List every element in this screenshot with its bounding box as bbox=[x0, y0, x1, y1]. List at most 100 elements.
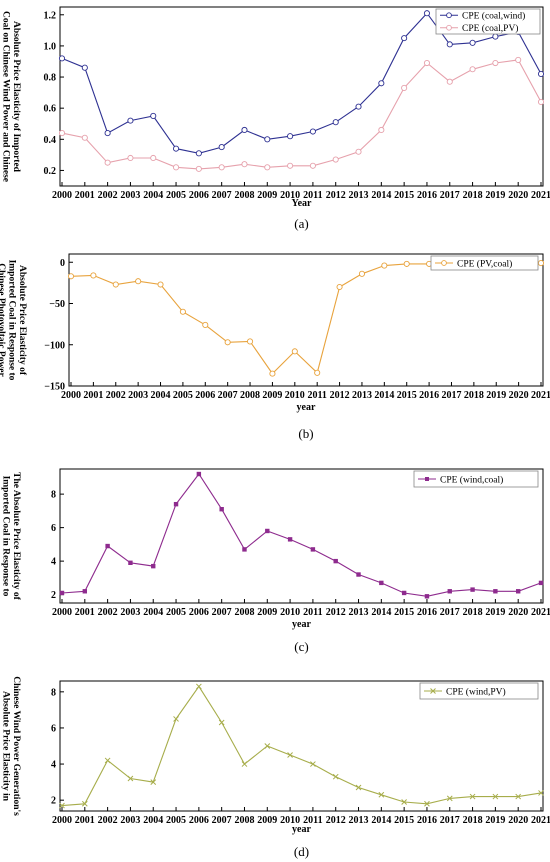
data-point bbox=[179, 308, 186, 315]
x-tick-label: 2014 bbox=[371, 190, 391, 201]
data-point bbox=[291, 348, 298, 355]
x-tick-label: 2000 bbox=[61, 390, 81, 401]
x-tick-label: 2015 bbox=[394, 607, 414, 618]
x-axis-title: year bbox=[292, 619, 311, 630]
y-tick-label: 8 bbox=[51, 687, 56, 698]
x-tick-label: 2018 bbox=[463, 607, 483, 618]
x-tick-label: 2019 bbox=[485, 607, 505, 618]
legend-marker bbox=[430, 688, 436, 694]
data-point bbox=[112, 281, 119, 288]
data-point bbox=[269, 370, 276, 377]
x-tick-label: 2013 bbox=[349, 607, 369, 618]
data-point bbox=[81, 134, 88, 141]
x-tick-label: 2005 bbox=[166, 190, 186, 201]
x-tick-label: 2008 bbox=[234, 815, 254, 826]
x-tick-label: 2015 bbox=[397, 390, 417, 401]
data-point bbox=[309, 128, 316, 135]
series-line bbox=[70, 262, 541, 375]
x-tick-label: 2016 bbox=[417, 815, 437, 826]
x-tick-label: 2013 bbox=[352, 390, 372, 401]
data-point bbox=[469, 39, 476, 46]
data-point bbox=[135, 278, 142, 285]
legend-label: CPE (wind,coal) bbox=[440, 474, 503, 485]
legend-label: CPE (wind,PV) bbox=[446, 686, 506, 697]
data-point bbox=[218, 144, 225, 151]
x-tick-label: 2008 bbox=[234, 607, 254, 618]
y-tick-label: 8 bbox=[51, 490, 56, 501]
data-point bbox=[358, 270, 366, 277]
x-tick-label: 2019 bbox=[486, 390, 506, 401]
data-point bbox=[150, 154, 157, 162]
y-tick-label: 0 bbox=[60, 258, 65, 269]
legend: CPE (wind,PV) bbox=[419, 682, 539, 700]
x-tick-label: 2020 bbox=[508, 815, 528, 826]
y-tick-label: 0.4 bbox=[44, 135, 57, 146]
x-tick-label: 2021 bbox=[531, 390, 550, 401]
x-tick-label: 2013 bbox=[349, 190, 369, 201]
data-point bbox=[81, 64, 88, 71]
data-point bbox=[58, 130, 66, 137]
data-point bbox=[423, 10, 431, 17]
x-tick-label: 2000 bbox=[52, 815, 72, 826]
data-point bbox=[493, 589, 498, 594]
x-tick-label: 2002 bbox=[98, 815, 118, 826]
data-point bbox=[355, 148, 362, 155]
data-point bbox=[401, 590, 407, 596]
data-point bbox=[537, 260, 545, 267]
data-point bbox=[242, 547, 247, 552]
x-tick-label: 2010 bbox=[285, 390, 305, 401]
data-point bbox=[378, 80, 385, 87]
x-tick-label: 2018 bbox=[463, 815, 483, 826]
plot-frame bbox=[59, 468, 544, 604]
x-tick-label: 2020 bbox=[509, 390, 529, 401]
x-tick-label: 2006 bbox=[195, 390, 215, 401]
x-tick-label: 2004 bbox=[151, 390, 171, 401]
plot-frame bbox=[59, 680, 544, 812]
x-tick-label: 2006 bbox=[189, 190, 209, 201]
x-tick-label: 2004 bbox=[143, 190, 163, 201]
data-point bbox=[446, 795, 453, 802]
x-tick-label: 2017 bbox=[441, 390, 461, 401]
data-point bbox=[492, 793, 499, 800]
x-tick-label: 2009 bbox=[257, 607, 277, 618]
data-point bbox=[424, 594, 430, 599]
x-tick-label: 2001 bbox=[75, 815, 95, 826]
data-point bbox=[90, 272, 97, 279]
x-tick-label: 2021 bbox=[531, 607, 550, 618]
data-point bbox=[538, 580, 544, 586]
data-point bbox=[401, 84, 408, 91]
data-point bbox=[515, 56, 522, 63]
x-tick-label: 2016 bbox=[417, 607, 437, 618]
data-point bbox=[81, 800, 88, 807]
x-tick-label: 2012 bbox=[330, 390, 350, 401]
data-point bbox=[332, 119, 339, 126]
x-tick-label: 2010 bbox=[280, 190, 300, 201]
plot-frame bbox=[59, 6, 544, 187]
x-tick-label: 2003 bbox=[120, 815, 140, 826]
x-tick-label: 2008 bbox=[240, 390, 260, 401]
x-tick-label: 2018 bbox=[464, 390, 484, 401]
data-point bbox=[127, 775, 134, 782]
data-point bbox=[218, 164, 225, 171]
data-point bbox=[401, 35, 408, 42]
data-point bbox=[355, 784, 362, 791]
x-tick-label: 2004 bbox=[143, 815, 163, 826]
x-tick-label: 2008 bbox=[234, 190, 254, 201]
y-axis-title: The Absolute Price Elasticity ofImported… bbox=[0, 469, 21, 603]
legend-marker bbox=[425, 477, 429, 481]
x-tick-label: 2013 bbox=[349, 815, 369, 826]
y-axis-title: Absolute Price Elasticity of ImportedCoa… bbox=[0, 11, 21, 182]
x-tick-label: 2015 bbox=[394, 190, 414, 201]
panel-label: (d) bbox=[294, 844, 309, 859]
x-tick-label: 2011 bbox=[303, 815, 322, 826]
x-tick-label: 2021 bbox=[531, 190, 550, 201]
data-point bbox=[401, 799, 407, 805]
data-point bbox=[424, 800, 430, 807]
x-tick-label: 2000 bbox=[52, 190, 72, 201]
x-tick-label: 2015 bbox=[394, 815, 414, 826]
x-tick-label: 2006 bbox=[189, 815, 209, 826]
y-axis-title: Chinese Wind Power Generation'sAbsolute … bbox=[0, 676, 21, 816]
x-tick-label: 2011 bbox=[303, 607, 322, 618]
